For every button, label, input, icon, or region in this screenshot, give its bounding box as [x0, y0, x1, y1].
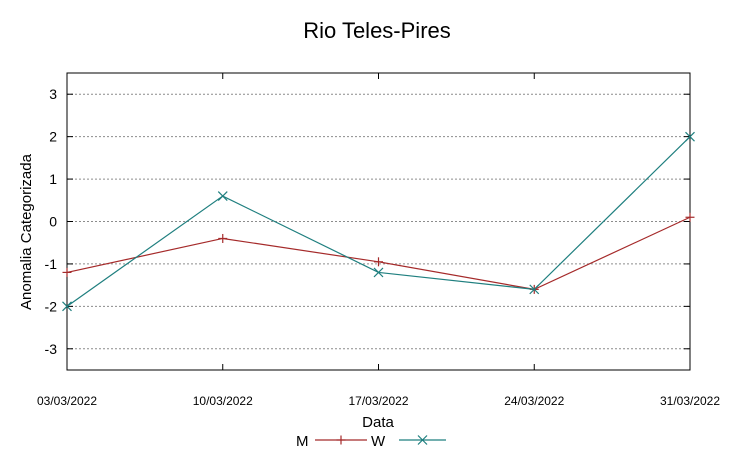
- x-tick-label: 24/03/2022: [504, 394, 564, 408]
- y-tick-label: -3: [45, 341, 58, 357]
- y-tick-label: 2: [49, 129, 57, 145]
- y-tick-label: 3: [49, 86, 57, 102]
- data-point-W: [529, 284, 540, 295]
- data-point-W: [217, 191, 228, 201]
- data-point-M: [685, 212, 695, 222]
- legend-label-W: W: [371, 433, 386, 450]
- x-axis-label: Data: [362, 414, 394, 431]
- data-point-W: [62, 301, 72, 312]
- legend-marker-W: [417, 435, 428, 445]
- x-tick-label: 10/03/2022: [193, 394, 253, 408]
- data-point-W: [685, 131, 695, 142]
- chart-title: Rio Teles-Pires: [303, 18, 451, 43]
- x-axis: 03/03/2022 10/03/2022 17/03/2022 24/03/2022…: [37, 73, 720, 408]
- x-tick-label: 17/03/2022: [348, 394, 408, 408]
- legend-marker-M: [336, 435, 346, 445]
- data-point-M: [374, 257, 383, 267]
- grid: [67, 93, 690, 350]
- data-point-W: [373, 267, 384, 278]
- legend-label-M: M: [296, 433, 309, 450]
- series-group: [62, 131, 695, 312]
- x-tick-label: 03/03/2022: [37, 394, 97, 408]
- x-tick-label: 31/03/2022: [660, 394, 720, 408]
- data-point-M: [218, 233, 228, 243]
- y-tick-label: -2: [45, 298, 58, 314]
- y-axis-label: Anomalia Categorizada: [18, 153, 35, 310]
- y-tick-label: 0: [49, 214, 57, 230]
- y-tick-label: 1: [49, 171, 57, 187]
- y-tick-label: -1: [45, 256, 58, 272]
- data-point-M: [62, 267, 72, 277]
